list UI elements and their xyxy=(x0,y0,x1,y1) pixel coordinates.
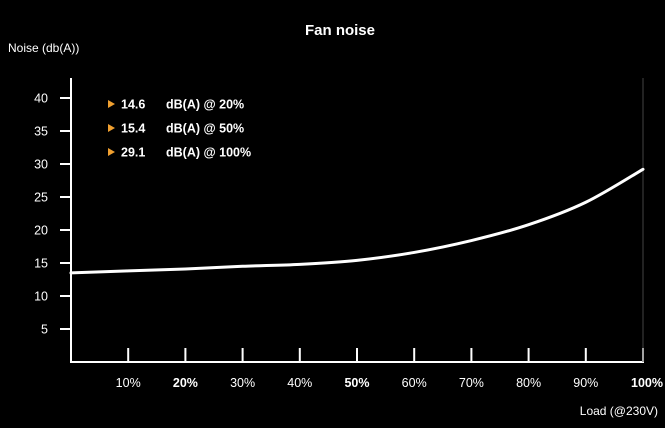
annotation-value: 14.6 xyxy=(121,98,145,112)
x-tick-label-80: 80% xyxy=(516,376,541,390)
y-axis-ticks: 5 10 15 20 25 30 35 40 xyxy=(34,92,71,337)
annotation-value: 29.1 xyxy=(121,146,145,160)
x-tick-label-10: 10% xyxy=(116,376,141,390)
x-axis-ticks: 10% 20% 30% 40% 50% 60% 70% 80% 90% 100% xyxy=(116,348,663,390)
x-tick-label-40: 40% xyxy=(287,376,312,390)
annotation-text: dB(A) @ 50% xyxy=(166,122,244,136)
y-tick-label-25: 25 xyxy=(34,191,48,205)
grid-lines xyxy=(71,97,643,330)
y-tick-label-15: 15 xyxy=(34,257,48,271)
x-tick-label-70: 70% xyxy=(459,376,484,390)
x-tick-label-50: 50% xyxy=(344,376,369,390)
annotations: 14.6 dB(A) @ 20% 15.4 dB(A) @ 50% 29.1 dB(A) … xyxy=(108,98,251,160)
y-tick-label-30: 30 xyxy=(34,158,48,172)
annotation-text: dB(A) @ 20% xyxy=(166,98,244,112)
annotation-marker-icon xyxy=(108,100,115,108)
x-tick-label-100: 100% xyxy=(631,376,663,390)
chart-title: Fan noise xyxy=(305,22,375,39)
x-tick-label-30: 30% xyxy=(230,376,255,390)
y-tick-label-35: 35 xyxy=(34,125,48,139)
x-tick-label-20: 20% xyxy=(173,376,198,390)
x-tick-label-60: 60% xyxy=(402,376,427,390)
y-tick-label-20: 20 xyxy=(34,224,48,238)
x-axis-label: Load (@230V) xyxy=(580,404,658,418)
annotation-text: dB(A) @ 100% xyxy=(166,146,251,160)
y-axis-label: Noise (db(A)) xyxy=(8,41,79,55)
y-tick-label-10: 10 xyxy=(34,290,48,304)
noise-curve xyxy=(69,167,645,275)
annotation-value: 15.4 xyxy=(121,122,145,136)
annotation-marker-icon xyxy=(108,124,115,132)
x-tick-label-90: 90% xyxy=(573,376,598,390)
annotation-marker-icon xyxy=(108,148,115,156)
y-tick-label-40: 40 xyxy=(34,92,48,106)
y-tick-label-5: 5 xyxy=(41,323,48,337)
